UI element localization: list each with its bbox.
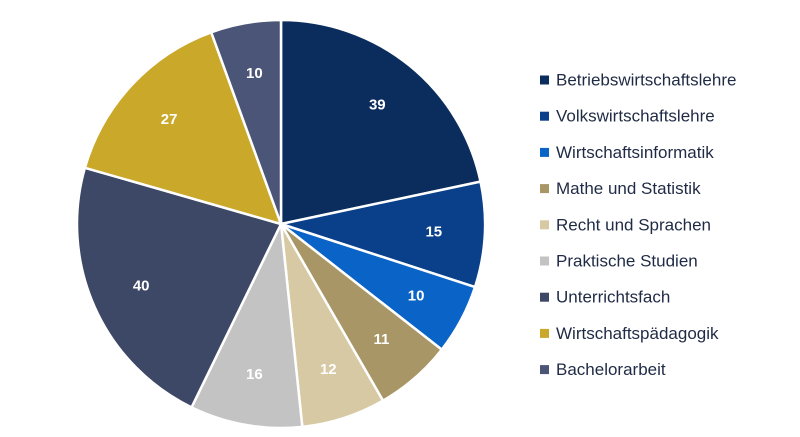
pie-slice-volkswirtschaftslehre [279, 180, 487, 289]
legend-item-unterrichtsfach: Unterrichtsfach [540, 288, 670, 307]
pie-slice-unterrichtsfach [75, 166, 283, 409]
pie-slice-bachelorarbeit [209, 18, 283, 226]
legend-item-betriebswirtschaftslehre: Betriebswirtschaftslehre [540, 71, 736, 90]
legend-label: Wirtschaftspädagogik [556, 324, 719, 343]
legend: Betriebswirtschaftslehre Volkswirtschafts… [540, 71, 736, 379]
legend-item-recht-und-sprachen: Recht und Sprachen [540, 215, 711, 234]
legend-swatch [540, 292, 549, 302]
slice-value-label-wirtschaftsinformatik: 10 [408, 287, 425, 304]
legend-swatch [540, 365, 549, 375]
legend-label: Mathe und Statistik [556, 179, 701, 198]
pie-slice-betriebswirtschaftslehre [279, 18, 482, 226]
legend-swatch [540, 75, 549, 85]
slice-value-label-unterrichtsfach: 40 [133, 278, 150, 295]
legend-item-wirtschaftsinformatik: Wirtschaftsinformatik [540, 143, 714, 162]
legend-item-praktische-studien: Praktische Studien [540, 252, 698, 271]
legend-item-mathe-und-statistik: Mathe und Statistik [540, 179, 701, 198]
slice-value-label-praktische-studien: 16 [246, 366, 263, 383]
slice-value-label-wirtschaftspaedagogik: 27 [161, 111, 178, 128]
legend-swatch [540, 184, 549, 194]
slice-value-label-recht-und-sprachen: 12 [320, 361, 337, 378]
legend-label: Praktische Studien [556, 252, 698, 271]
pie-slices [75, 18, 487, 430]
legend-label: Bachelorarbeit [556, 360, 666, 379]
legend-label: Volkswirtschaftslehre [556, 107, 715, 126]
pie-slice-wirtschaftspaedagogik [83, 31, 283, 226]
legend-label: Wirtschaftsinformatik [556, 143, 714, 162]
legend-label: Unterrichtsfach [556, 288, 670, 307]
slice-value-label-volkswirtschaftslehre: 15 [425, 224, 442, 241]
legend-label: Betriebswirtschaftslehre [556, 71, 736, 90]
legend-item-bachelorarbeit: Bachelorarbeit [540, 360, 666, 379]
legend-item-volkswirtschaftslehre: Volkswirtschaftslehre [540, 107, 715, 126]
legend-swatch [540, 256, 549, 266]
slice-value-label-mathe-und-statistik: 11 [373, 331, 389, 348]
legend-swatch [540, 220, 549, 230]
pie-slice-labels: 39 15 10 11 12 16 40 27 10 [133, 65, 442, 383]
legend-item-wirtschaftspaedagogik: Wirtschaftspädagogik [540, 324, 719, 343]
legend-swatch [540, 111, 549, 121]
legend-swatch [540, 147, 549, 157]
slice-value-label-betriebswirtschaftslehre: 39 [369, 97, 386, 114]
slice-value-label-bachelorarbeit: 10 [246, 65, 263, 82]
pie-slice-praktische-studien [190, 222, 304, 430]
legend-swatch [540, 328, 549, 338]
legend-label: Recht und Sprachen [556, 215, 711, 234]
